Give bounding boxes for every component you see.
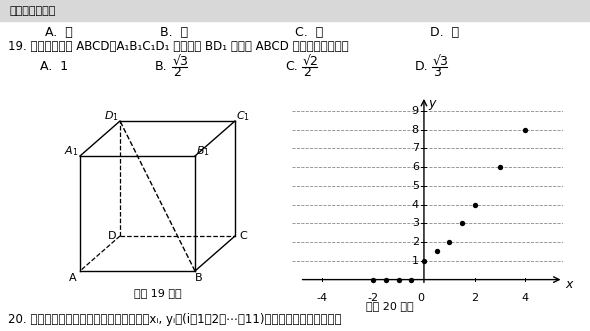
Text: 5: 5 bbox=[412, 181, 419, 191]
Text: D.  丁: D. 丁 bbox=[430, 26, 459, 39]
Text: 8: 8 bbox=[412, 125, 419, 135]
Text: A.  甲: A. 甲 bbox=[45, 26, 73, 39]
Point bbox=[445, 240, 454, 245]
Text: （第 20 题）: （第 20 题） bbox=[366, 301, 414, 311]
Point bbox=[369, 277, 378, 282]
Text: 3: 3 bbox=[412, 218, 419, 228]
Point bbox=[432, 249, 441, 254]
Text: C.  丙: C. 丙 bbox=[295, 26, 323, 39]
Text: √3: √3 bbox=[173, 55, 189, 68]
Text: 4: 4 bbox=[412, 200, 419, 210]
Text: 0: 0 bbox=[417, 293, 424, 303]
Text: 3: 3 bbox=[433, 67, 441, 79]
Text: 2: 2 bbox=[173, 67, 181, 79]
Point bbox=[419, 258, 429, 263]
Point bbox=[381, 277, 391, 282]
Text: B.: B. bbox=[155, 61, 168, 73]
Text: √2: √2 bbox=[303, 55, 319, 68]
Text: C.: C. bbox=[285, 61, 298, 73]
Text: -2: -2 bbox=[368, 293, 379, 303]
Text: 图答题的字主是: 图答题的字主是 bbox=[10, 6, 57, 16]
Text: 2: 2 bbox=[412, 237, 419, 247]
Text: √3: √3 bbox=[433, 55, 449, 68]
Point bbox=[496, 165, 505, 170]
Text: $B_1$: $B_1$ bbox=[196, 144, 210, 158]
Text: 19. 如图，正方体 ABCD－A₁B₁C₁D₁ 中，直线 BD₁ 与平面 ABCD 所成角的正切值为: 19. 如图，正方体 ABCD－A₁B₁C₁D₁ 中，直线 BD₁ 与平面 AB… bbox=[8, 40, 349, 54]
Text: $x$: $x$ bbox=[565, 278, 575, 291]
Point bbox=[521, 127, 530, 132]
Text: C: C bbox=[239, 231, 247, 241]
Text: 4: 4 bbox=[522, 293, 529, 303]
Point bbox=[407, 277, 416, 282]
Text: $A_1$: $A_1$ bbox=[64, 144, 78, 158]
Text: 2: 2 bbox=[303, 67, 311, 79]
Text: B: B bbox=[195, 273, 203, 283]
Point bbox=[394, 277, 404, 282]
Point bbox=[470, 202, 480, 207]
Text: $D_1$: $D_1$ bbox=[104, 109, 119, 123]
Text: D: D bbox=[108, 231, 116, 241]
Text: D.: D. bbox=[415, 61, 428, 73]
Text: 1: 1 bbox=[412, 256, 419, 266]
Text: 20. 在一次实验中，某小组测得一组数据（xᵢ, yᵢ）(i＝1，2，⋯，11)，并由实验数据得到上面: 20. 在一次实验中，某小组测得一组数据（xᵢ, yᵢ）(i＝1，2，⋯，11)… bbox=[8, 312, 342, 325]
Text: 7: 7 bbox=[412, 143, 419, 154]
Text: 9: 9 bbox=[412, 106, 419, 116]
Text: 6: 6 bbox=[412, 162, 419, 172]
Text: $y$: $y$ bbox=[428, 98, 438, 112]
Text: （第 19 题）: （第 19 题） bbox=[134, 288, 181, 298]
Text: A.  1: A. 1 bbox=[40, 61, 68, 73]
Text: -4: -4 bbox=[317, 293, 328, 303]
Bar bbox=[0, 0, 590, 21]
Text: $C_1$: $C_1$ bbox=[236, 109, 250, 123]
Text: B.  乙: B. 乙 bbox=[160, 26, 188, 39]
Point bbox=[457, 221, 467, 226]
Text: A: A bbox=[69, 273, 77, 283]
Text: 2: 2 bbox=[471, 293, 478, 303]
